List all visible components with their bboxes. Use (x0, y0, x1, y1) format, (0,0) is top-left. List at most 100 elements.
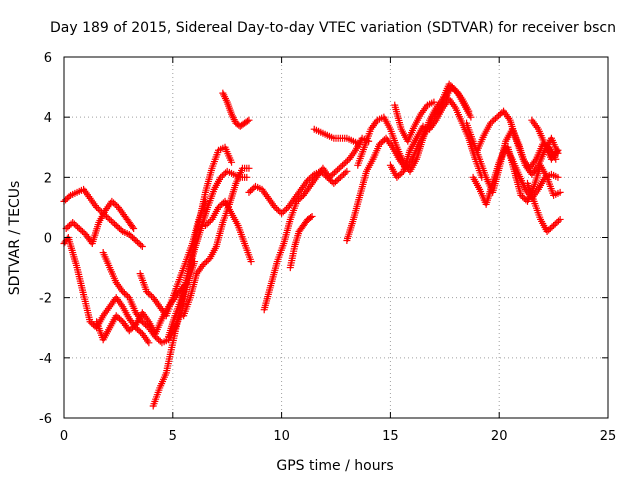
data-point-marker (430, 98, 438, 106)
data-point-marker (129, 234, 137, 241)
data-point-marker (142, 321, 150, 329)
x-tick-label: 15 (382, 429, 399, 444)
data-point-marker (69, 218, 77, 226)
data-point-marker (550, 221, 558, 229)
data-point-marker (108, 197, 116, 205)
data-point-marker (327, 172, 335, 180)
data-point-marker (520, 194, 528, 202)
data-point-marker (201, 221, 209, 229)
data-point-marker (115, 224, 123, 232)
data-point-marker (339, 161, 347, 169)
data-point-marker (517, 191, 525, 199)
data-point-marker (138, 243, 146, 251)
data-point-marker (298, 193, 306, 201)
series-track-23 (504, 143, 564, 205)
data-point-marker (335, 164, 343, 172)
data-point-marker (546, 224, 554, 232)
data-point-marker (545, 226, 553, 234)
data-point-marker (554, 173, 562, 181)
data-point-marker (124, 292, 132, 300)
data-point-marker (106, 215, 114, 223)
data-point-marker (135, 240, 143, 248)
data-point-marker (204, 256, 212, 264)
data-point-marker (218, 200, 226, 208)
series-track-14 (286, 212, 316, 272)
x-tick-label: 10 (273, 429, 290, 444)
data-point-marker (127, 325, 135, 333)
data-point-marker (294, 196, 302, 204)
data-point-marker (107, 217, 115, 225)
data-point-marker (119, 288, 127, 296)
series-track-8 (164, 167, 251, 341)
data-point-marker (342, 158, 350, 166)
data-point-marker (138, 318, 146, 326)
data-point-marker (62, 196, 70, 204)
data-point-marker (334, 166, 342, 174)
x-axis-title: GPS time / hours (276, 458, 393, 474)
data-point-marker (377, 139, 385, 147)
series-track-24 (523, 179, 564, 235)
data-point-marker (146, 291, 154, 299)
data-point-marker (244, 117, 252, 125)
y-tick-label: 0 (44, 232, 52, 247)
data-point-marker (556, 215, 564, 223)
data-point-marker (338, 172, 346, 180)
data-point-marker (130, 224, 138, 232)
data-point-marker (133, 238, 141, 246)
y-axis-title: SDTVAR / TECUs (7, 181, 23, 296)
data-point-marker (155, 336, 163, 344)
data-point-marker (247, 258, 255, 266)
data-point-marker (332, 167, 340, 175)
data-point-marker (127, 232, 135, 240)
data-point-marker (129, 324, 137, 332)
series-track-19 (391, 98, 438, 145)
series-track-9 (180, 164, 253, 320)
x-tick-label: 5 (169, 429, 177, 444)
data-point-marker (519, 193, 527, 201)
data-point-marker (117, 226, 125, 234)
data-point-marker (331, 178, 339, 186)
data-point-marker (308, 212, 316, 220)
data-points (60, 80, 564, 410)
data-point-marker (445, 80, 453, 88)
series-track-17 (354, 80, 473, 175)
data-point-marker (548, 223, 556, 231)
data-point-marker (556, 188, 564, 196)
data-point-marker (89, 321, 97, 329)
data-point-marker (330, 169, 338, 177)
data-point-marker (80, 229, 88, 237)
data-point-marker (203, 258, 211, 266)
y-tick-label: 2 (44, 171, 52, 186)
data-point-marker (245, 188, 253, 196)
data-point-marker (113, 202, 121, 210)
data-point-marker (273, 205, 281, 213)
series-track-10 (219, 89, 253, 130)
y-tick-label: -2 (39, 292, 52, 307)
data-point-marker (282, 205, 290, 213)
data-point-marker (148, 292, 156, 300)
series-track-25 (528, 116, 562, 163)
data-point-marker (122, 291, 130, 299)
data-point-marker (64, 223, 72, 231)
data-point-marker (77, 226, 85, 234)
data-point-marker (111, 220, 119, 228)
data-point-marker (214, 203, 222, 211)
data-point-marker (70, 220, 78, 228)
data-point-marker (216, 202, 224, 210)
data-point-marker (75, 224, 83, 232)
data-point-marker (551, 220, 559, 228)
x-tick-label: 25 (600, 429, 617, 444)
data-point-marker (330, 179, 338, 187)
data-point-marker (335, 175, 343, 183)
x-tick-label: 0 (60, 429, 68, 444)
data-point-marker (274, 206, 282, 214)
data-point-marker (130, 235, 138, 243)
data-point-marker (117, 316, 125, 324)
data-point-marker (63, 194, 71, 202)
data-point-marker (491, 115, 499, 123)
data-point-marker (337, 163, 345, 171)
data-point-marker (343, 157, 351, 165)
data-point-marker (376, 140, 384, 148)
series-track-1 (60, 185, 146, 251)
data-point-marker (217, 173, 225, 181)
